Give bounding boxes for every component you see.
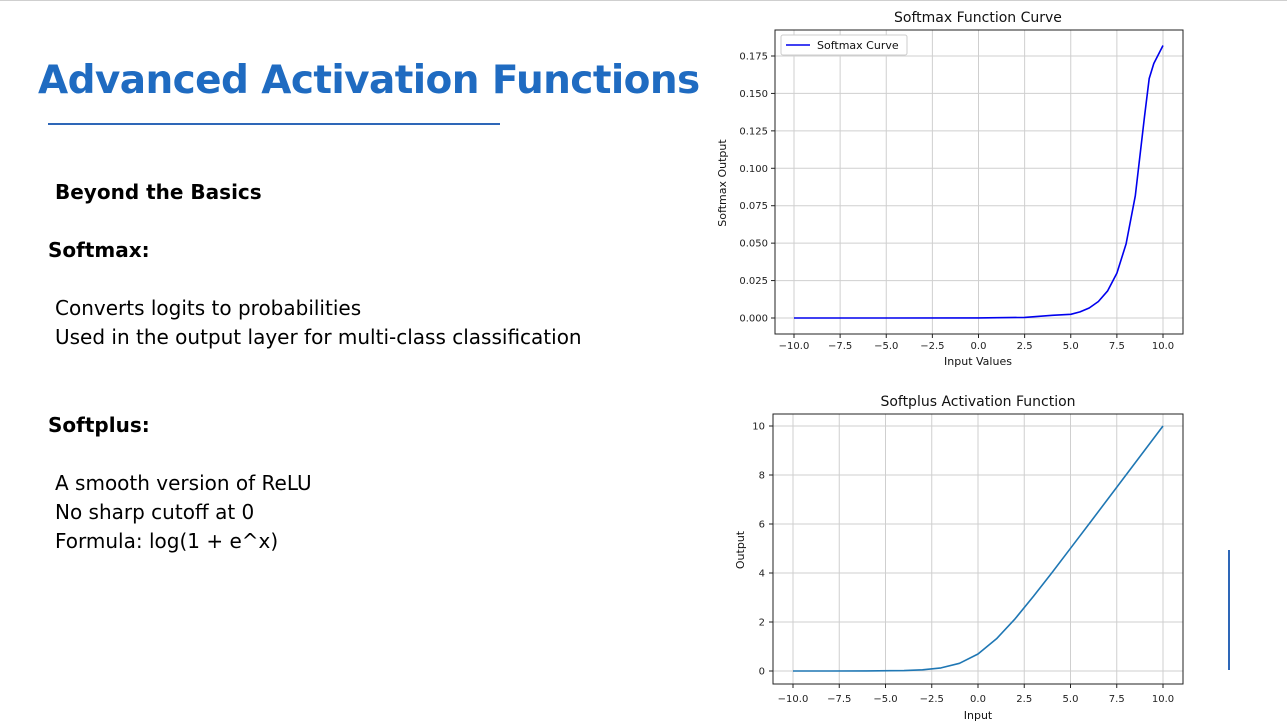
y-tick-label: 0.100 [739, 164, 768, 175]
x-axis-label: Input Values [944, 355, 1012, 368]
top-border [0, 0, 1287, 1]
slide-title: Advanced Activation Functions [38, 58, 700, 103]
y-tick-label: 0.025 [739, 276, 768, 287]
y-tick-label: 10 [752, 422, 765, 433]
legend-box [780, 34, 908, 56]
y-axis-label: Softmax Output [716, 139, 729, 227]
y-tick-label: 0.150 [739, 89, 768, 100]
x-tick-label: 2.5 [1017, 341, 1033, 352]
x-tick-label: 5.0 [1063, 341, 1079, 352]
y-tick-label: 2 [759, 618, 765, 629]
y-tick-label: 0.125 [739, 126, 768, 137]
y-tick-label: 0.075 [739, 201, 768, 212]
x-tick-label: −2.5 [920, 341, 944, 352]
x-tick-label: 5.0 [1063, 694, 1079, 705]
softplus-bullet: Formula: log(1 + e^x) [55, 529, 279, 553]
x-tick-label: −5.0 [874, 341, 898, 352]
y-tick-label: 8 [759, 471, 765, 482]
softmax-bullet: Used in the output layer for multi-class… [55, 325, 582, 349]
y-tick-label: 4 [759, 569, 765, 580]
x-tick-label: −10.0 [778, 694, 809, 705]
y-tick-label: 0 [759, 667, 765, 678]
legend: Softmax Curve [780, 34, 908, 56]
chart-title: Softplus Activation Function [880, 394, 1075, 410]
softplus-bullet: No sharp cutoff at 0 [55, 500, 255, 524]
x-tick-label: −7.5 [827, 694, 851, 705]
legend-entry: Softmax Curve [817, 39, 899, 52]
x-tick-label: −5.0 [873, 694, 897, 705]
softmax-chart: Softmax Function Curve Input Values Soft… [716, 10, 1184, 368]
x-tick-label: 7.5 [1109, 341, 1125, 352]
x-tick-label: −2.5 [920, 694, 944, 705]
series-line [793, 425, 1164, 672]
title-underline [48, 123, 500, 125]
x-tick-label: 10.0 [1152, 694, 1174, 705]
softplus-heading: Softplus: [48, 413, 150, 437]
y-tick-label: 6 [759, 520, 765, 531]
softplus-chart: Softplus Activation Function Input Outpu… [734, 394, 1184, 722]
softplus-bullet: A smooth version of ReLU [55, 471, 312, 495]
x-tick-label: 7.5 [1109, 694, 1125, 705]
y-axis-label: Output [734, 530, 747, 569]
x-tick-label: 0.0 [970, 694, 986, 705]
chart-title: Softmax Function Curve [894, 10, 1062, 26]
y-tick-label: 0.050 [739, 239, 768, 250]
y-tick-label: 0.175 [739, 52, 768, 63]
y-tick-label: 0.000 [739, 314, 768, 325]
x-tick-label: 10.0 [1152, 341, 1174, 352]
x-axis-label: Input [964, 709, 993, 722]
softmax-heading: Softmax: [48, 238, 150, 262]
softmax-bullet: Converts logits to probabilities [55, 296, 362, 320]
series-line [794, 45, 1164, 319]
x-tick-label: −7.5 [828, 341, 852, 352]
accent-line [1228, 550, 1230, 670]
x-tick-label: 0.0 [971, 341, 987, 352]
subtitle: Beyond the Basics [55, 180, 262, 204]
x-tick-label: 2.5 [1016, 694, 1032, 705]
x-tick-label: −10.0 [779, 341, 810, 352]
